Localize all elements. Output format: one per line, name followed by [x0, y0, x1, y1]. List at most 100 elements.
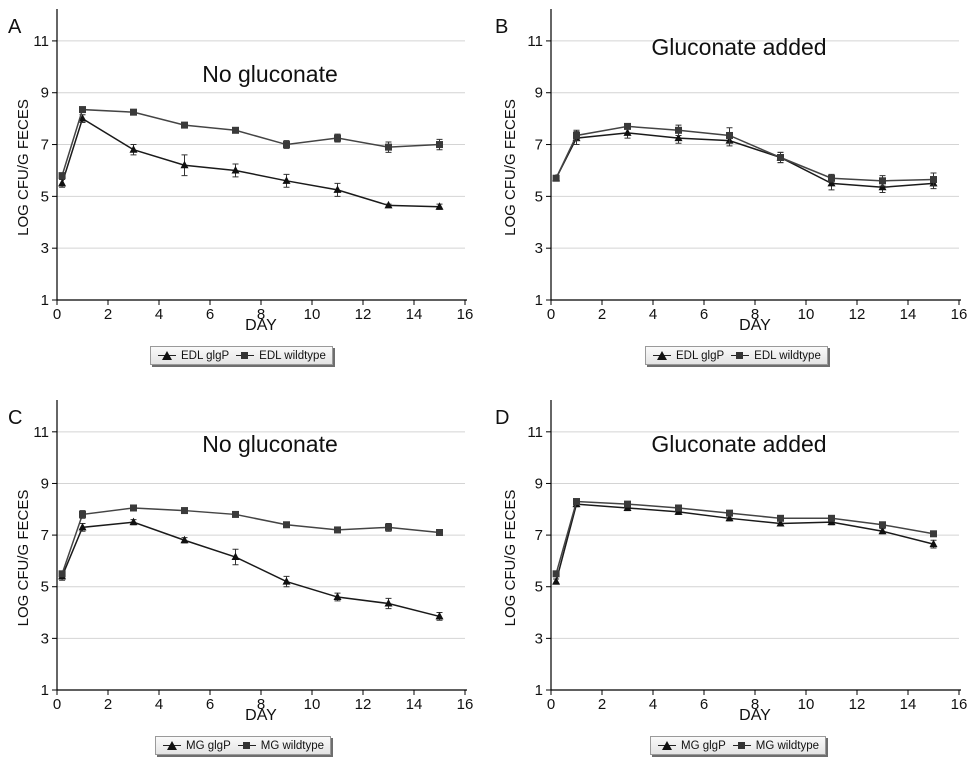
- y-tick-label: 7: [41, 527, 49, 544]
- x-axis-title: DAY: [739, 317, 771, 334]
- data-point: [675, 504, 682, 512]
- data-point: [930, 176, 937, 184]
- y-axis-title: LOG CFU/G FECES: [502, 490, 519, 627]
- x-tick-label: 12: [849, 696, 866, 713]
- data-point: [552, 570, 560, 578]
- y-axis-title: LOG CFU/G FECES: [15, 99, 32, 236]
- data-point: [624, 122, 631, 130]
- x-tick-label: 12: [355, 696, 372, 713]
- triangle-marker-icon: [162, 740, 182, 751]
- data-point: [929, 539, 938, 548]
- data-point: [879, 177, 886, 185]
- data-point: [58, 570, 66, 578]
- x-tick-label: 16: [951, 696, 968, 713]
- data-point: [283, 521, 290, 529]
- square-marker-icon: [730, 351, 750, 361]
- y-tick-label: 7: [535, 137, 543, 154]
- data-point: [180, 160, 189, 169]
- panel-label: B: [495, 16, 508, 38]
- legend-label: MG wildtype: [260, 739, 325, 752]
- chart-a-svg: 1 3 5 7 9 11 0 2 4 6 8 10 12 14 16 A No gluconate DAY LOG …: [8, 9, 473, 334]
- y-tick-label: 11: [527, 33, 543, 50]
- legend-label: MG glgP: [186, 739, 231, 752]
- data-point: [384, 599, 393, 607]
- data-point: [130, 108, 137, 116]
- data-point: [878, 182, 887, 191]
- y-axis-title: LOG CFU/G FECES: [15, 490, 32, 627]
- legend-label: MG wildtype: [755, 739, 820, 752]
- x-tick-label: 2: [598, 696, 606, 713]
- y-tick-label: 11: [33, 424, 49, 441]
- legend-item-series-1: MG glgP: [162, 740, 231, 752]
- data-point: [674, 133, 683, 142]
- y-tick-label: 9: [41, 85, 49, 102]
- y-axis-title: LOG CFU/G FECES: [502, 99, 519, 236]
- data-point: [232, 126, 239, 134]
- chart-title: Gluconate added: [651, 34, 826, 60]
- data-point: [828, 174, 835, 182]
- data-point: [58, 172, 66, 180]
- x-tick-label: 0: [547, 306, 555, 323]
- legend-label: EDL glgP: [181, 349, 230, 362]
- x-tick-label: 8: [751, 306, 759, 323]
- y-tick-label: 5: [535, 579, 543, 596]
- data-point: [776, 518, 785, 527]
- x-tick-label: 12: [849, 306, 866, 323]
- y-tick-label: 5: [41, 579, 49, 596]
- y-tick-label: 11: [527, 424, 543, 441]
- legend-label: MG glgP: [681, 739, 726, 752]
- data-point: [130, 504, 137, 512]
- legend-label: EDL glgP: [676, 349, 725, 362]
- legend-item-series-1: EDL glgP: [157, 350, 229, 362]
- data-point: [552, 174, 560, 182]
- chart-a-legend: EDL glgP EDL wildtype: [150, 346, 333, 365]
- chart-panel-b: 1 3 5 7 9 11 0 2 4 6 8 10 12 14 16 B Gluconate added DAY L…: [487, 0, 974, 379]
- data-point: [79, 106, 86, 114]
- x-tick-label: 2: [598, 306, 606, 323]
- legend-item-series-1: EDL glgP: [652, 350, 724, 362]
- data-point: [231, 552, 240, 561]
- data-point: [333, 185, 342, 193]
- data-point: [384, 200, 393, 209]
- y-tick-label: 5: [41, 188, 49, 205]
- data-point: [930, 530, 937, 538]
- data-point: [828, 514, 835, 522]
- x-tick-label: 4: [649, 696, 657, 713]
- panel-label: D: [495, 407, 509, 429]
- data-point: [675, 126, 682, 134]
- chart-panel-a: 1 3 5 7 9 11 0 2 4 6 8 10 12 14 16 A No gluconate DAY LOG …: [0, 0, 487, 379]
- triangle-marker-icon: [157, 350, 177, 361]
- y-tick-label: 3: [535, 240, 543, 257]
- x-tick-label: 10: [304, 696, 321, 713]
- x-tick-label: 4: [649, 306, 657, 323]
- data-point: [181, 507, 188, 515]
- y-tick-label: 3: [41, 240, 49, 257]
- y-tick-label: 9: [41, 475, 49, 492]
- x-tick-label: 4: [155, 306, 163, 323]
- square-marker-icon: [235, 351, 255, 361]
- data-point: [436, 141, 443, 149]
- data-point: [79, 510, 86, 518]
- legend-item-series-2: MG wildtype: [732, 740, 819, 752]
- y-tick-label: 9: [535, 85, 543, 102]
- data-point: [78, 114, 87, 122]
- data-point: [231, 165, 240, 174]
- data-point: [624, 500, 631, 508]
- data-point: [78, 522, 87, 531]
- data-point: [552, 577, 561, 585]
- chart-d-legend: MG glgP MG wildtype: [650, 736, 827, 755]
- chart-c-svg: 1 3 5 7 9 11 0 2 4 6 8 10 12 14 16 C No gluconate DAY LOG …: [8, 400, 473, 724]
- y-tick-label: 1: [535, 292, 543, 309]
- series-line: [61, 117, 440, 208]
- data-point: [435, 611, 444, 620]
- legend-item-series-2: EDL wildtype: [235, 350, 326, 362]
- y-tick-label: 9: [535, 475, 543, 492]
- data-point: [827, 178, 836, 187]
- x-tick-label: 6: [700, 306, 708, 323]
- triangle-marker-icon: [652, 350, 672, 361]
- data-point: [334, 526, 341, 534]
- x-tick-label: 4: [155, 696, 163, 713]
- legend-item-series-1: MG glgP: [657, 740, 726, 752]
- data-point: [879, 521, 886, 529]
- chart-title: No gluconate: [202, 431, 338, 457]
